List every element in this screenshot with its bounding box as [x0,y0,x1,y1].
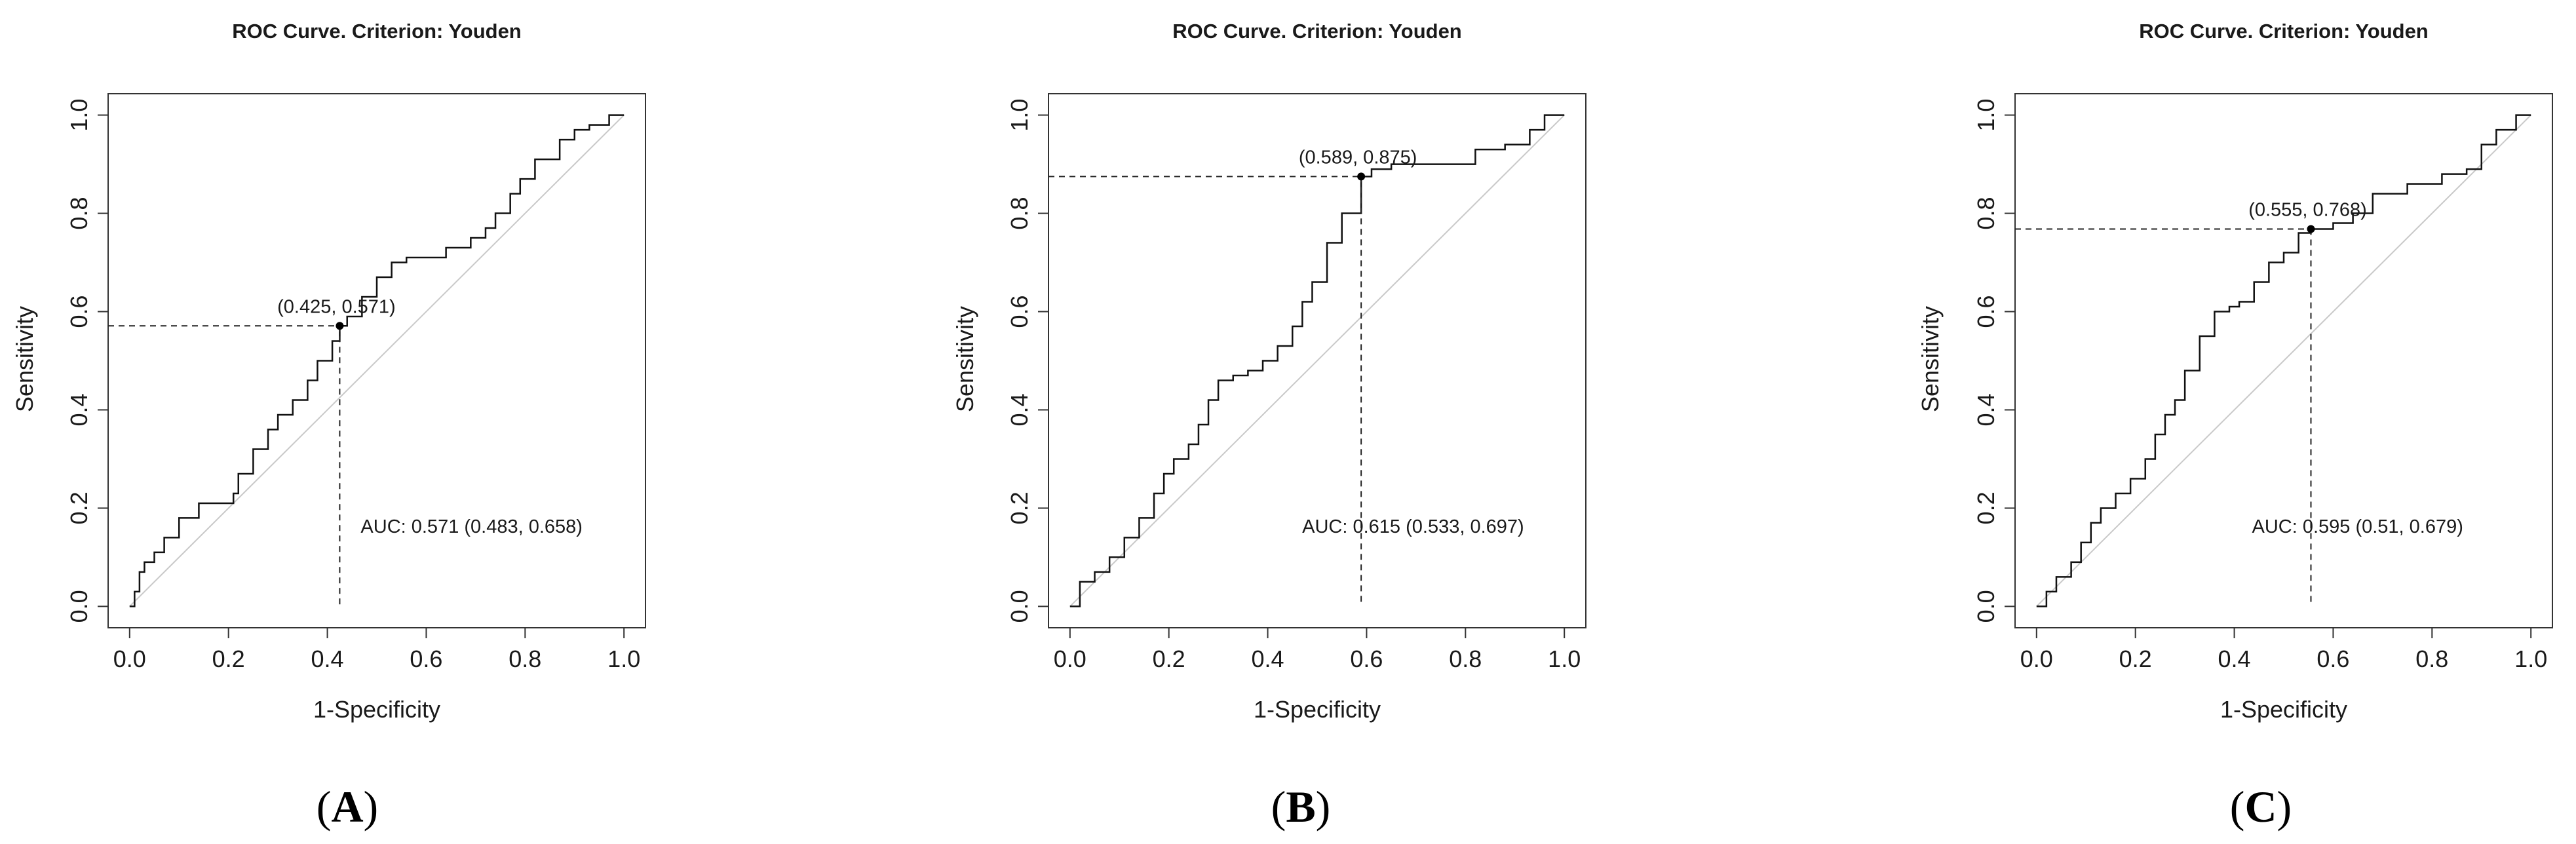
chart-title: ROC Curve. Criterion: Youden [1172,20,1462,43]
y-axis-title: Sensitivity [11,306,38,412]
y-tick-label: 1.0 [66,99,92,132]
x-tick-label: 0.8 [2415,645,2448,672]
y-tick-label: 0.6 [66,295,92,328]
y-axis-title: Sensitivity [952,306,978,412]
x-tick-label: 0.4 [1252,645,1284,672]
y-tick-label: 0.8 [66,197,92,230]
x-tick-label: 0.2 [212,645,245,672]
y-tick-label: 0.8 [1006,197,1033,230]
chance-line [129,114,625,607]
panel-label-letter: C [2244,782,2277,832]
panel-c: ROC Curve. Criterion: Youden 0.0 0.2 0.4 0.… [1917,20,2553,832]
x-tick-label: 0.0 [2020,645,2053,672]
panel-label: (A) [317,782,378,832]
x-tick-label: 0.4 [2218,645,2251,672]
panel-label-letter: B [1286,782,1315,832]
y-axis-title: Sensitivity [1917,306,1944,412]
chance-line [1069,114,1565,607]
y-tick-label: 0.4 [1006,393,1033,426]
plot-area: 0.0 0.2 0.4 0.6 0.8 1.0 0.0 0.2 0.4 0.6 0.8 1.0 (0.5… [1972,93,2553,672]
x-tick-label: 0.4 [311,645,344,672]
y-tick-label: 0.2 [1972,491,1999,524]
plot-area: 0.0 0.2 0.4 0.6 0.8 1.0 0.0 0.2 0.4 0.6 0.8 1.0 (0.4… [66,93,646,672]
y-tick-label: 0.8 [1972,197,1999,230]
y-tick-label: 0.4 [66,393,92,426]
x-tick-label: 0.6 [1350,645,1383,672]
y-tick-label: 0.2 [66,491,92,524]
x-axis-title: 1-Specificity [1254,696,1381,723]
roc-curve [1069,114,1565,607]
y-tick-label: 1.0 [1006,99,1033,132]
panel-a: ROC Curve. Criterion: Youden 0.0 0.2 0.4 0.… [11,20,646,832]
optimal-point [2307,225,2315,233]
panel-b: ROC Curve. Criterion: Youden 0.0 0.2 0.4 0.… [952,20,1586,832]
x-tick-label: 0.2 [1153,645,1185,672]
x-tick-label: 0.6 [410,645,442,672]
x-tick-label: 1.0 [607,645,640,672]
y-tick-label: 0.2 [1006,491,1033,524]
plot-frame [107,93,646,628]
y-tick-label: 0.0 [66,590,92,623]
x-tick-label: 0.8 [1449,645,1482,672]
auc-label: AUC: 0.615 (0.533, 0.697) [1302,516,1524,537]
chance-line [2036,114,2531,607]
plot-frame [2014,93,2553,628]
auc-label: AUC: 0.595 (0.51, 0.679) [2252,516,2463,537]
y-tick-label: 0.0 [1972,590,1999,623]
panel-label-letter: A [331,782,363,832]
panel-label: (C) [2230,782,2292,832]
x-tick-label: 0.8 [509,645,541,672]
panel-label: (B) [1271,782,1331,832]
plot-area: 0.0 0.2 0.4 0.6 0.8 1.0 0.0 0.2 0.4 0.6 0.8 1.0 (0.5… [1006,93,1586,672]
plot-frame [1048,93,1586,628]
x-tick-label: 0.0 [113,645,146,672]
optimal-point [336,322,344,330]
y-tick-label: 0.4 [1972,393,1999,426]
y-tick-label: 0.0 [1006,590,1033,623]
x-tick-label: 0.6 [2316,645,2349,672]
optimal-point-label: (0.425, 0.571) [277,296,396,317]
y-tick-label: 0.6 [1006,295,1033,328]
chart-title: ROC Curve. Criterion: Youden [232,20,522,43]
x-tick-label: 1.0 [2514,645,2547,672]
optimal-point-label: (0.555, 0.768) [2248,200,2367,221]
x-axis-title: 1-Specificity [2220,696,2347,723]
x-tick-label: 0.0 [1054,645,1086,672]
y-tick-label: 0.6 [1972,295,1999,328]
optimal-point [1357,172,1366,181]
x-axis-title: 1-Specificity [313,696,440,723]
roc-curve [2036,114,2531,607]
optimal-point-label: (0.589, 0.875) [1299,147,1417,168]
chart-title: ROC Curve. Criterion: Youden [2139,20,2429,43]
auc-label: AUC: 0.571 (0.483, 0.658) [360,516,583,537]
y-tick-label: 1.0 [1972,99,1999,132]
x-tick-label: 0.2 [2119,645,2152,672]
x-tick-label: 1.0 [1548,645,1581,672]
